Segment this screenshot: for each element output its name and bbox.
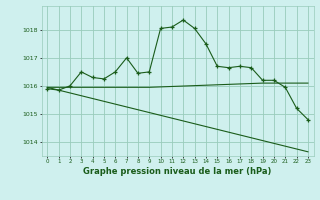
X-axis label: Graphe pression niveau de la mer (hPa): Graphe pression niveau de la mer (hPa) [84,167,272,176]
